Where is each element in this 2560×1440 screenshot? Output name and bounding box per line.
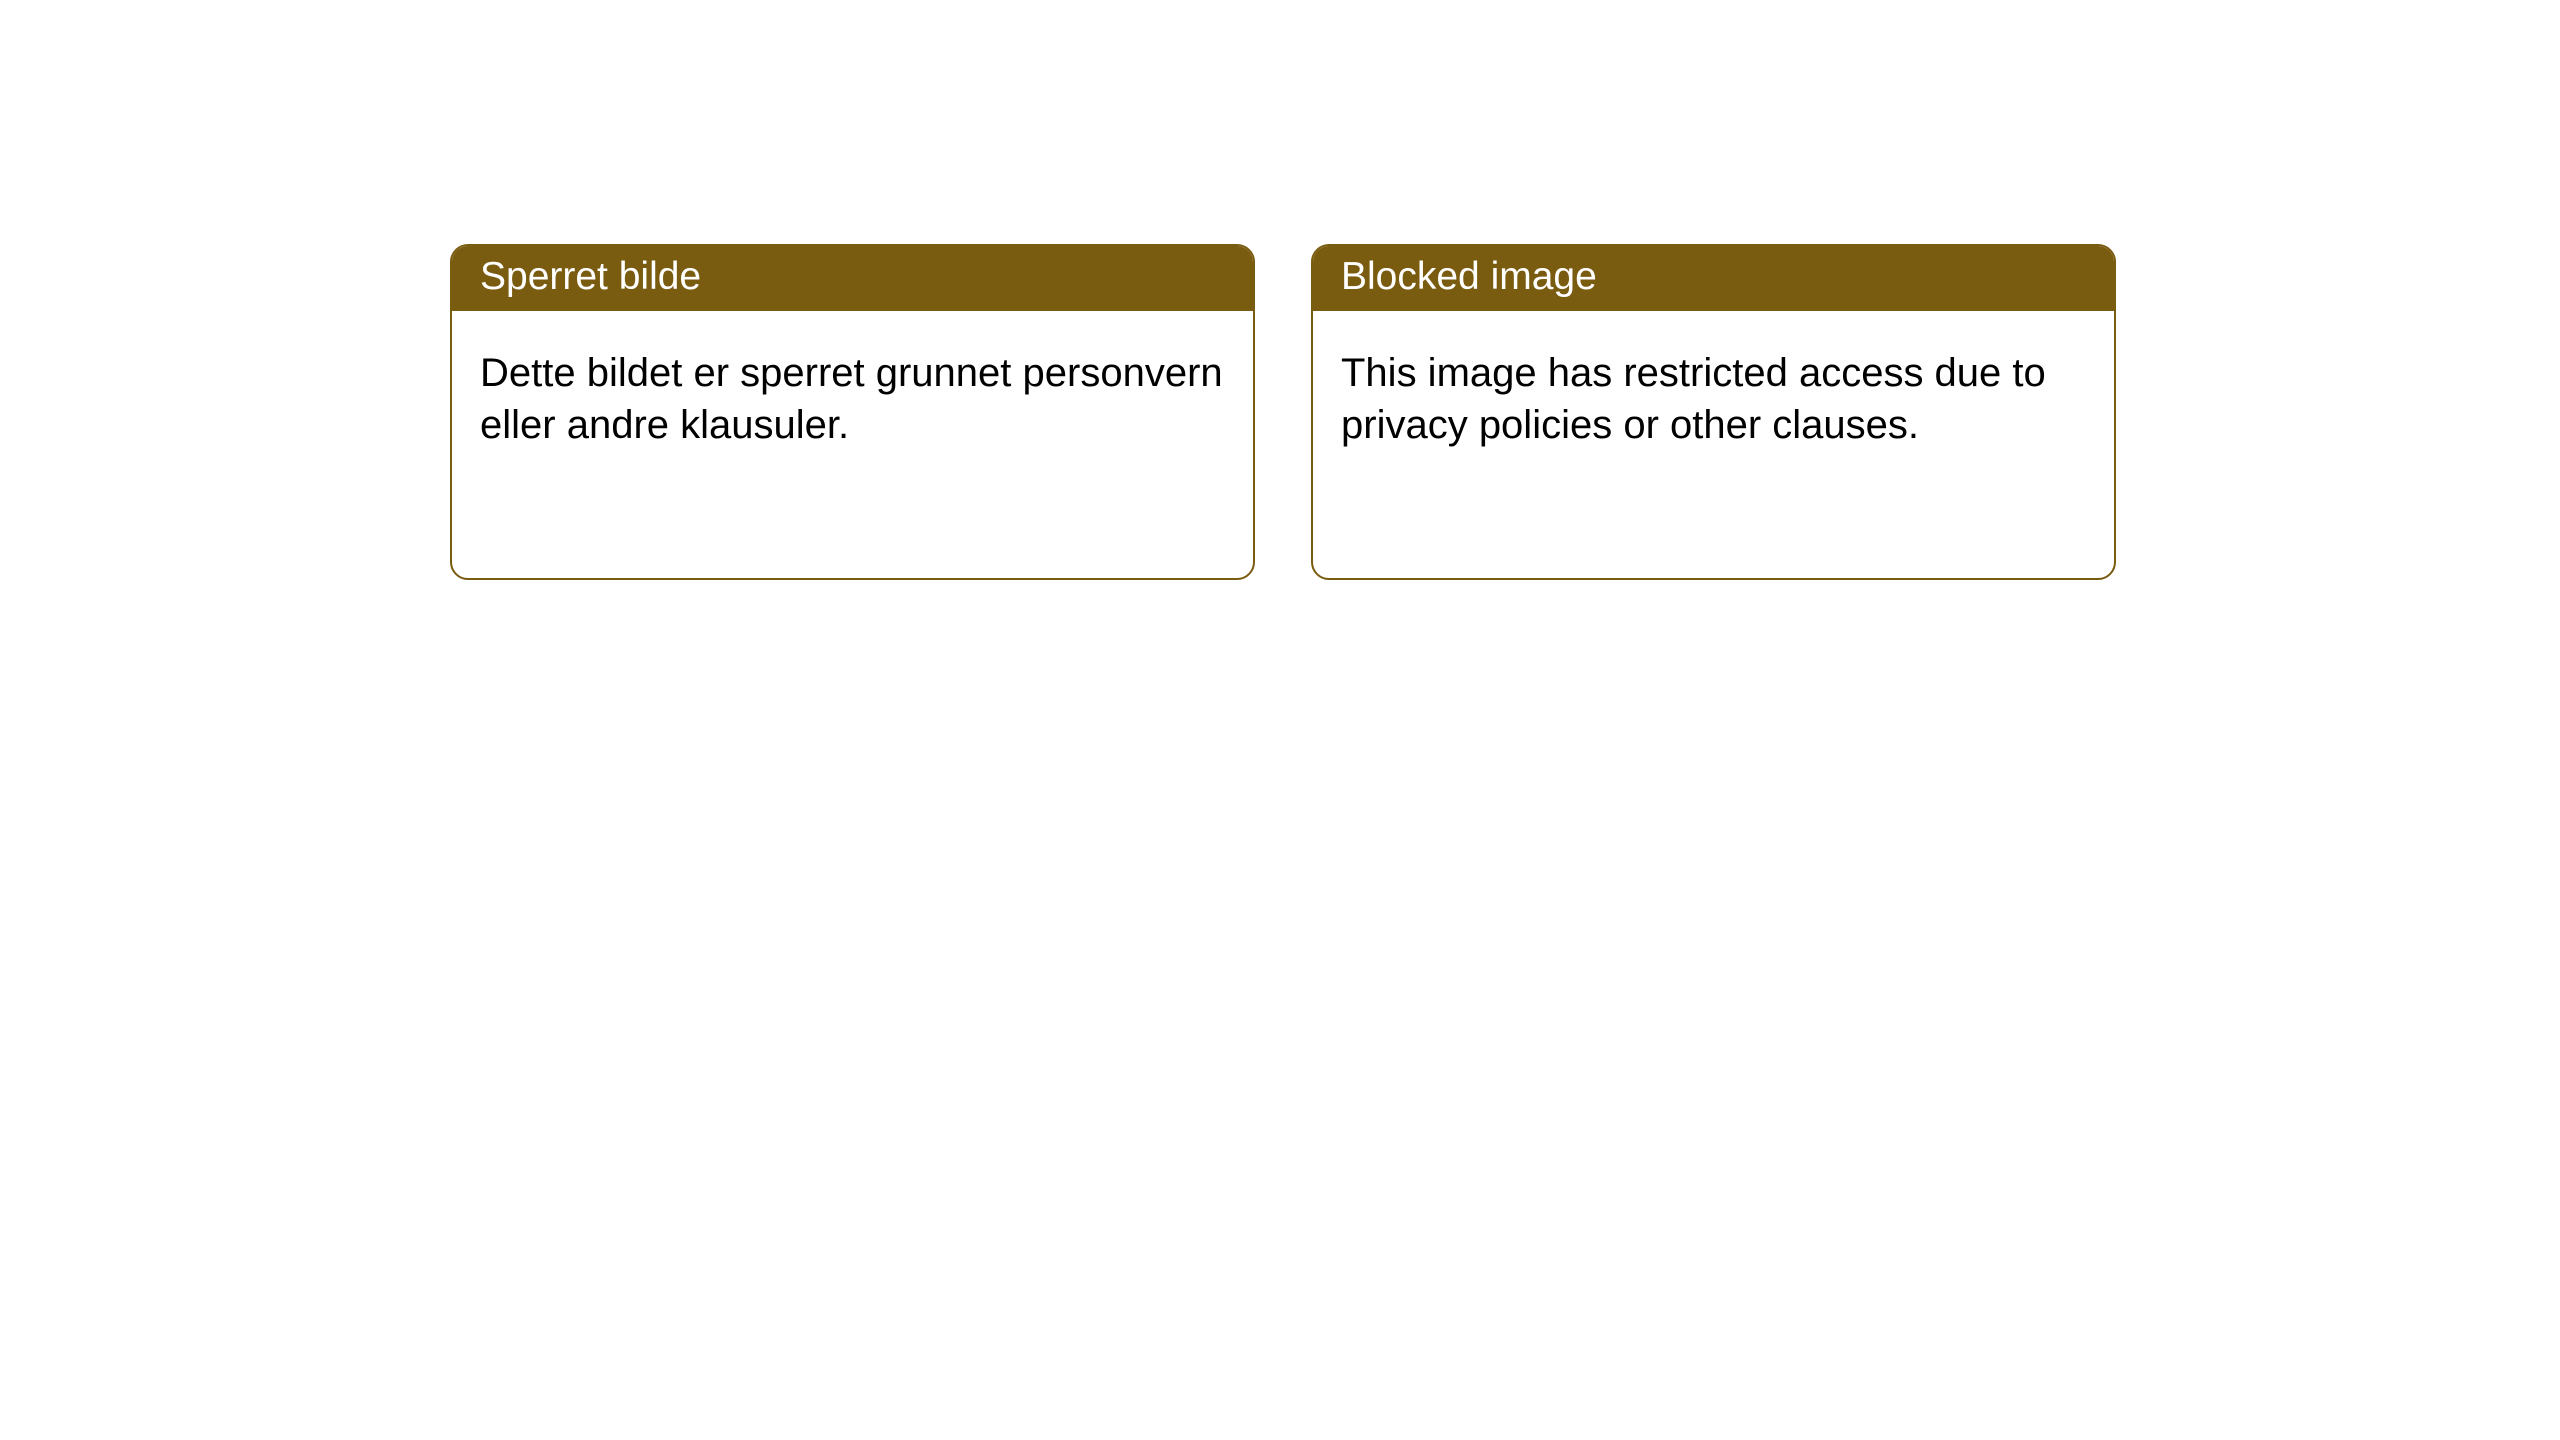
notice-container: Sperret bilde Dette bildet er sperret gr…: [0, 0, 2560, 580]
notice-body-english: This image has restricted access due to …: [1313, 311, 2114, 479]
notice-card-norwegian: Sperret bilde Dette bildet er sperret gr…: [450, 244, 1255, 580]
notice-title-norwegian: Sperret bilde: [452, 246, 1253, 311]
notice-card-english: Blocked image This image has restricted …: [1311, 244, 2116, 580]
notice-body-norwegian: Dette bildet er sperret grunnet personve…: [452, 311, 1253, 479]
notice-title-english: Blocked image: [1313, 246, 2114, 311]
